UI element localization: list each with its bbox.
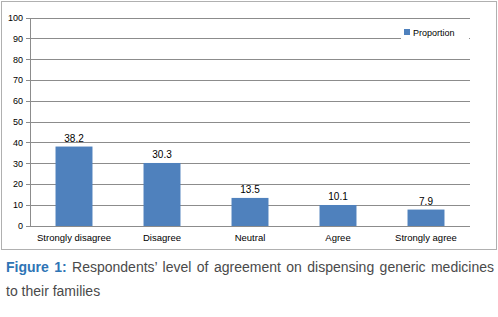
x-tick-label: Neutral [235, 232, 266, 243]
y-axis [30, 18, 31, 226]
y-tick-label: 40 [13, 138, 23, 148]
y-tick-label: 90 [13, 34, 23, 44]
chart-frame [2, 2, 497, 250]
y-tick [26, 226, 30, 227]
bar [56, 147, 93, 226]
data-label: 7.9 [419, 196, 433, 207]
y-tick [26, 101, 30, 102]
x-tick-label: Strongly agree [395, 232, 457, 243]
y-tick [26, 59, 30, 60]
y-tick-label: 30 [13, 159, 23, 169]
bar [232, 198, 269, 226]
y-tick [26, 184, 30, 185]
y-tick-label: 20 [13, 179, 23, 189]
y-tick-label: 60 [13, 96, 23, 106]
x-axis [30, 226, 470, 227]
grid-line [30, 101, 470, 102]
bar [320, 205, 357, 226]
data-label: 10.1 [328, 191, 348, 202]
data-label: 38.2 [64, 133, 84, 144]
data-label: 13.5 [240, 184, 260, 195]
y-tick-label: 70 [13, 75, 23, 85]
caption: Figure 1: Respondents’ level of agreemen… [6, 255, 494, 303]
y-tick [26, 163, 30, 164]
x-tick-label: Disagree [143, 232, 181, 243]
y-tick-label: 0 [18, 221, 23, 231]
y-tick [26, 205, 30, 206]
legend-swatch [404, 29, 410, 35]
legend-label: Proportion [413, 28, 455, 38]
legend-box [401, 25, 469, 39]
y-tick [26, 18, 30, 19]
caption-label: Figure 1: [6, 259, 67, 275]
grid-line [30, 59, 470, 60]
y-tick-label: 10 [13, 200, 23, 210]
y-tick-label: 100 [8, 13, 23, 23]
chart: 0 10 20 30 40 50 60 70 80 90 100 38.2 30.3 13.5 10.1 7.… [0, 0, 498, 252]
y-tick [26, 122, 30, 123]
bar [144, 163, 181, 226]
grid-line [30, 80, 470, 81]
y-tick-label: 50 [13, 117, 23, 127]
grid-line [30, 122, 470, 123]
bar [408, 210, 445, 226]
bars [56, 147, 445, 226]
grid-line [30, 163, 470, 164]
y-tick [26, 38, 30, 39]
x-tick-label: Strongly disagree [37, 232, 111, 243]
y-tick [26, 80, 30, 81]
grid-line [30, 142, 470, 143]
y-tick-label: 80 [13, 55, 23, 65]
data-label: 30.3 [152, 149, 172, 160]
caption-text: Respondents’ level of agreement on dispe… [6, 259, 494, 299]
grid-line [30, 18, 470, 19]
grid-line [30, 226, 470, 227]
x-tick-label: Agree [325, 232, 350, 243]
y-tick [26, 142, 30, 143]
